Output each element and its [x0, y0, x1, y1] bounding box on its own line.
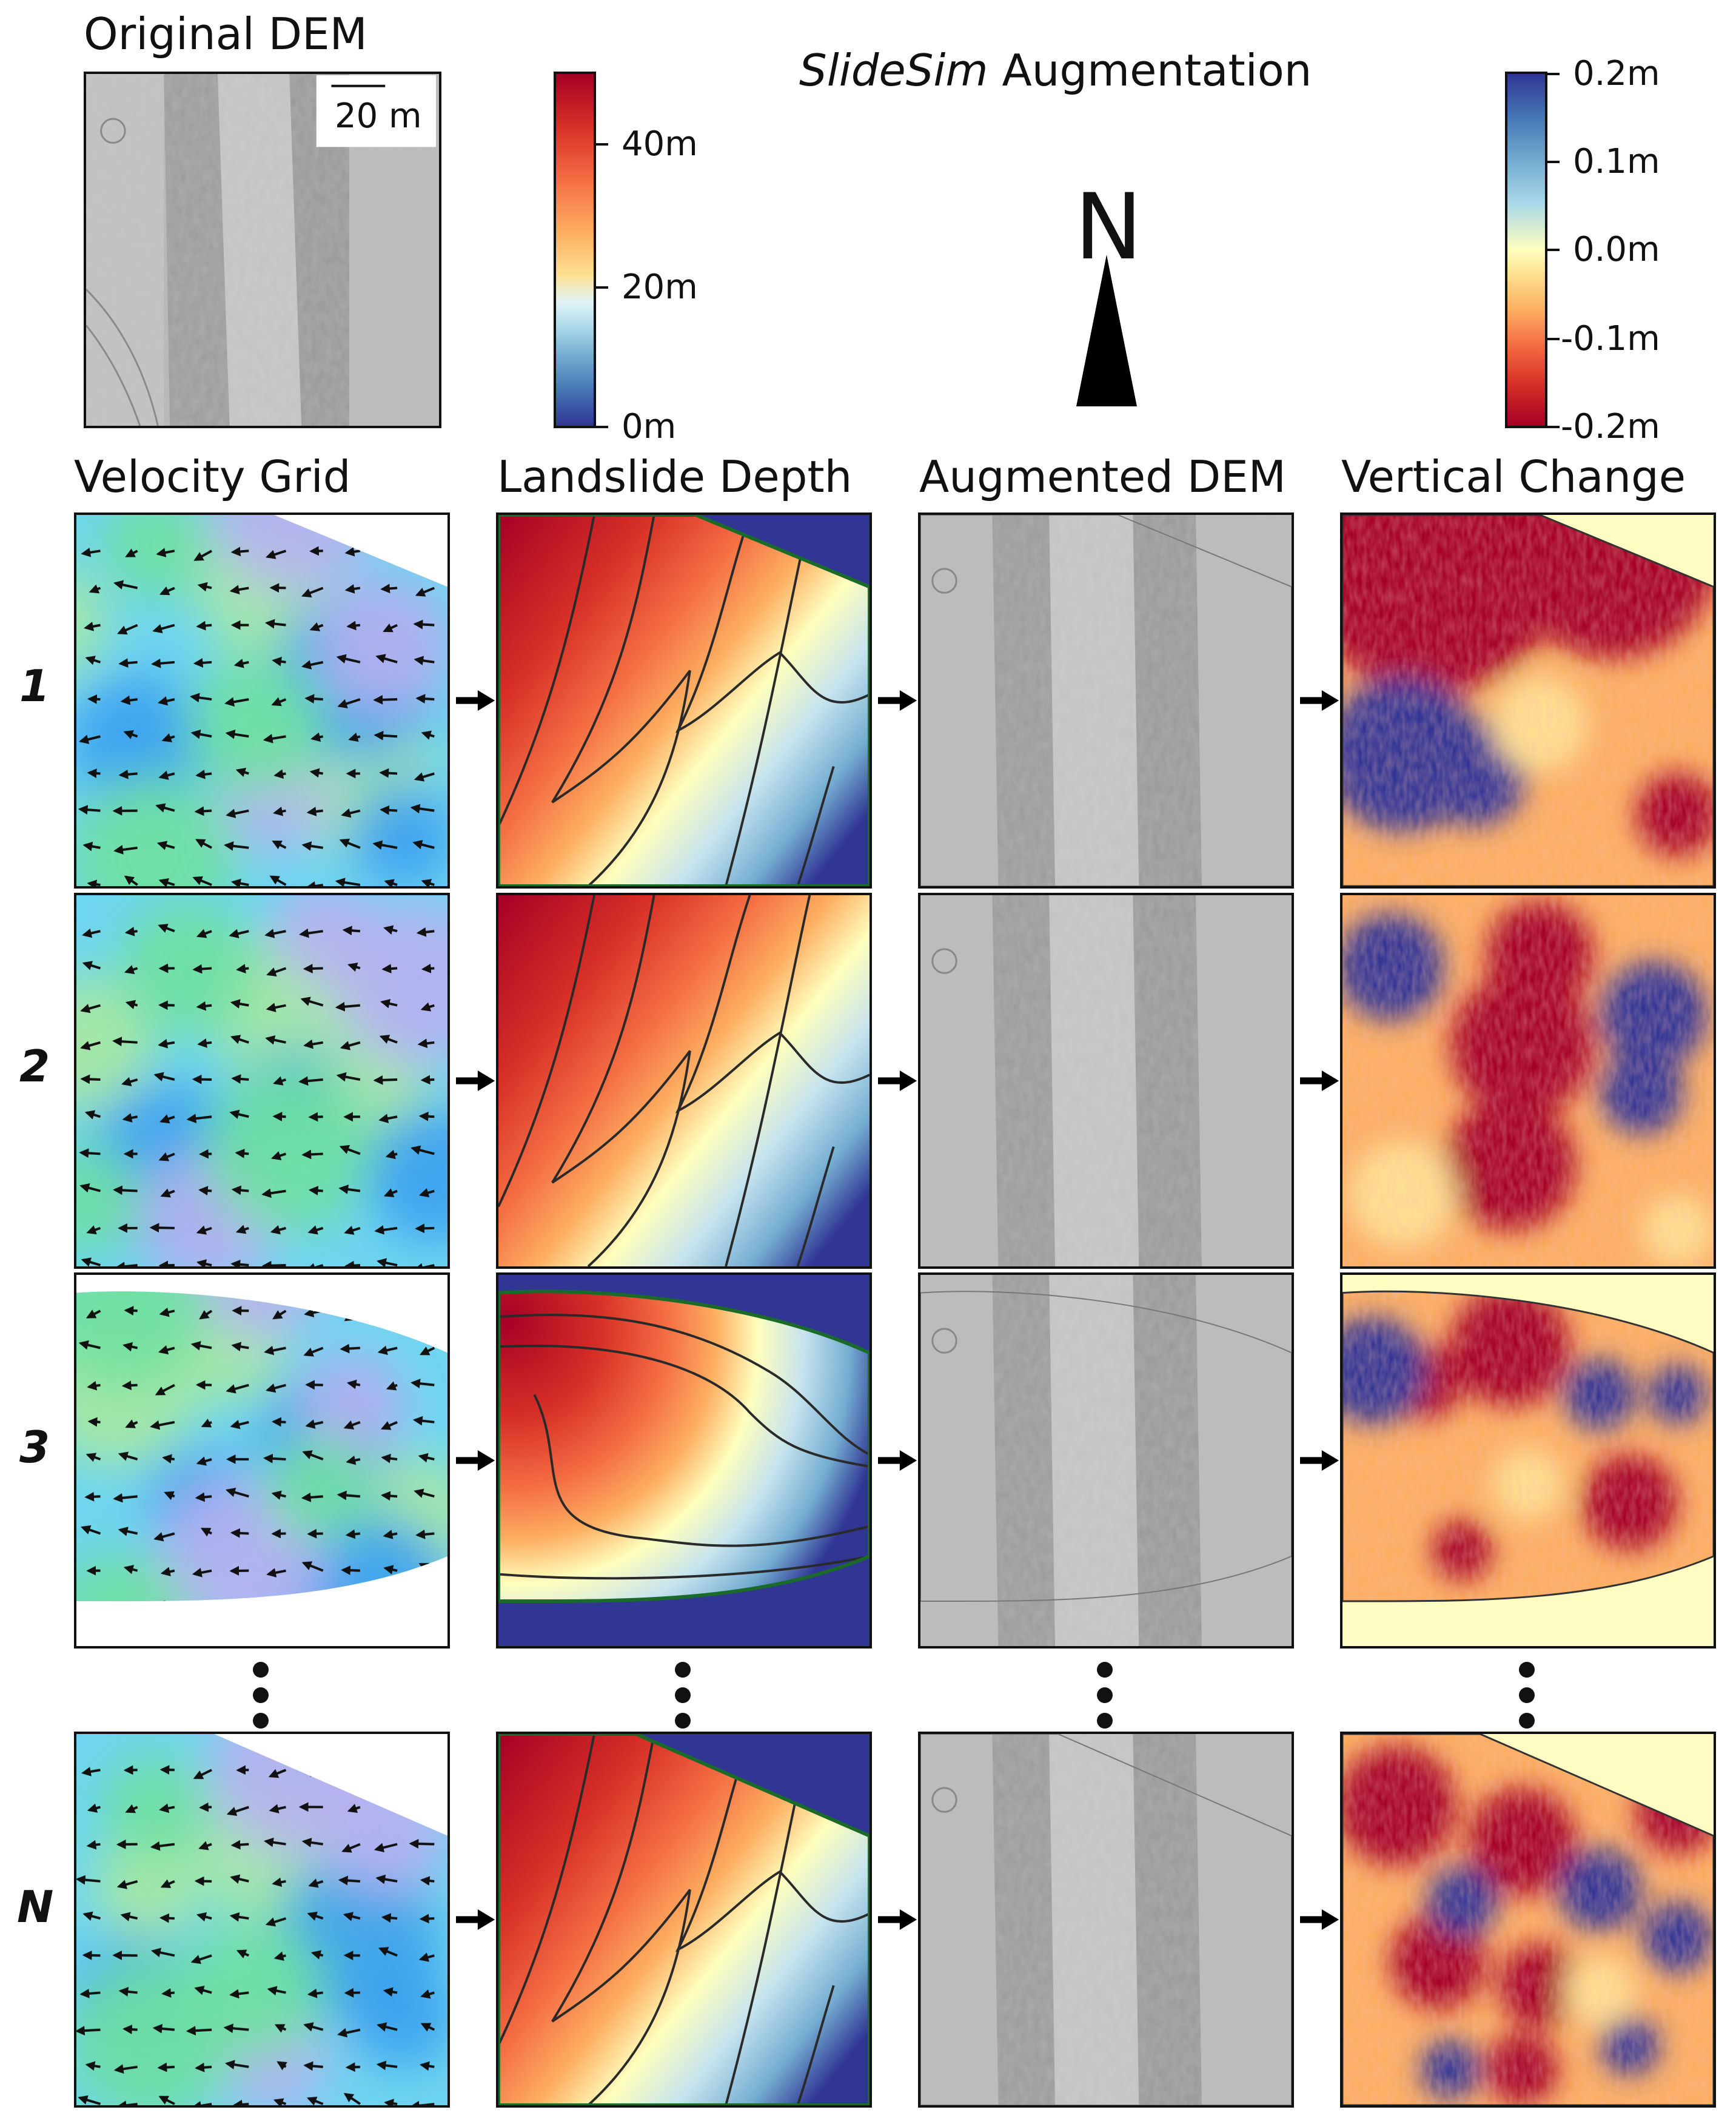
panel-augmented-dem-row-1 [918, 513, 1294, 889]
vertical-change-image-row-1 [1342, 515, 1714, 886]
change-tick-neg-0-2 [1547, 426, 1560, 428]
row-label-3: 3 [19, 1422, 50, 1473]
panel-landslide-depth-row-3 [496, 1272, 872, 1648]
ellipsis-dots-col-3 [1097, 1662, 1115, 1741]
change-tick-0-0 [1547, 249, 1560, 251]
flow-arrow-icon [1300, 690, 1339, 711]
north-arrow-icon [1076, 255, 1137, 406]
hillshade-texture [86, 74, 439, 426]
augmented-dem-image-row-n [920, 1734, 1292, 2105]
panel-vertical-change-row-1 [1340, 513, 1716, 889]
panel-vertical-change-row-3 [1340, 1272, 1716, 1648]
panel-augmented-dem-row-2 [918, 893, 1294, 1269]
figure-title: SlideSim Augmentation [799, 49, 1312, 92]
original-dem-title: Original DEM [84, 8, 367, 59]
figure-title-rest: Augmentation [988, 45, 1312, 96]
column-title-augmented-dem: Augmented DEM [919, 451, 1286, 502]
landslide-depth-image-row-1 [498, 515, 870, 886]
augmented-dem-image-row-3 [920, 1275, 1292, 1646]
row-label-n: N [17, 1881, 54, 1932]
original-dem-image: 20 m [84, 72, 441, 428]
panel-landslide-depth-row-2 [496, 893, 872, 1269]
panel-augmented-dem-row-3 [918, 1272, 1294, 1648]
panel-velocity-grid-row-1 [74, 513, 450, 889]
panel-velocity-grid-row-2 [74, 893, 450, 1269]
change-tick-label-neg-0-2: -0.2m [1561, 407, 1660, 446]
panel-vertical-change-row-n [1340, 1732, 1716, 2108]
depth-tick-40 [596, 143, 608, 146]
depth-tick-0 [596, 426, 608, 428]
figure-title-italic: SlideSim [799, 45, 988, 96]
panel-velocity-grid-row-3 [74, 1272, 450, 1648]
vertical-change-image-row-3 [1342, 1275, 1714, 1646]
depth-colorbar [554, 72, 596, 428]
flow-arrow-icon [878, 1070, 917, 1091]
flow-arrow-icon [456, 1070, 495, 1091]
change-colorbar [1505, 72, 1547, 428]
velocity-grid-image-row-2 [76, 895, 447, 1266]
change-tick-0-2 [1547, 73, 1560, 75]
change-tick-label-neg-0-1: -0.1m [1561, 319, 1660, 358]
flow-arrow-icon [1300, 1070, 1339, 1091]
row-label-2: 2 [19, 1041, 50, 1092]
flow-arrow-icon [456, 690, 495, 711]
flow-arrow-icon [878, 1909, 917, 1930]
flow-arrow-icon [456, 1909, 495, 1930]
panel-landslide-depth-row-1 [496, 513, 872, 889]
depth-tick-label-20: 20m [622, 267, 698, 307]
landslide-depth-image-row-2 [498, 895, 870, 1266]
flow-arrow-icon [878, 690, 917, 711]
panel-vertical-change-row-2 [1340, 893, 1716, 1269]
velocity-grid-image-row-1 [76, 515, 447, 886]
velocity-grid-image-row-3 [76, 1275, 447, 1646]
column-title-landslide-depth: Landslide Depth [497, 451, 853, 502]
landslide-depth-image-row-n [498, 1734, 870, 2105]
flow-arrow-icon [456, 1450, 495, 1471]
scale-bar-label: 20 m [335, 96, 422, 136]
column-title-velocity-grid: Velocity Grid [74, 451, 351, 502]
change-tick-neg-0-1 [1547, 338, 1560, 340]
flow-arrow-icon [878, 1450, 917, 1471]
augmented-dem-image-row-1 [920, 515, 1292, 886]
flow-arrow-icon [1300, 1909, 1339, 1930]
vertical-change-image-row-n [1342, 1734, 1714, 2105]
augmented-dem-image-row-2 [920, 895, 1292, 1266]
depth-tick-20 [596, 286, 608, 289]
change-tick-label-0-1: 0.1m [1573, 142, 1660, 181]
row-label-1: 1 [19, 660, 50, 711]
ellipsis-dots-col-1 [253, 1662, 271, 1741]
change-tick-label-0-2: 0.2m [1573, 54, 1660, 93]
flow-arrow-icon [1300, 1450, 1339, 1471]
north-arrow-label: N [1074, 175, 1143, 280]
panel-augmented-dem-row-n [918, 1732, 1294, 2108]
velocity-grid-image-row-n [76, 1734, 447, 2105]
ellipsis-dots-col-4 [1519, 1662, 1537, 1741]
vertical-change-image-row-2 [1342, 895, 1714, 1266]
change-tick-label-0-0: 0.0m [1573, 230, 1660, 269]
column-title-vertical-change: Vertical Change [1341, 451, 1686, 502]
change-tick-0-1 [1547, 161, 1560, 163]
ellipsis-dots-col-2 [675, 1662, 693, 1741]
panel-landslide-depth-row-n [496, 1732, 872, 2108]
landslide-depth-image-row-3 [498, 1275, 870, 1646]
depth-tick-label-0: 0m [622, 407, 677, 446]
depth-tick-label-40: 40m [622, 124, 698, 164]
panel-velocity-grid-row-n [74, 1732, 450, 2108]
